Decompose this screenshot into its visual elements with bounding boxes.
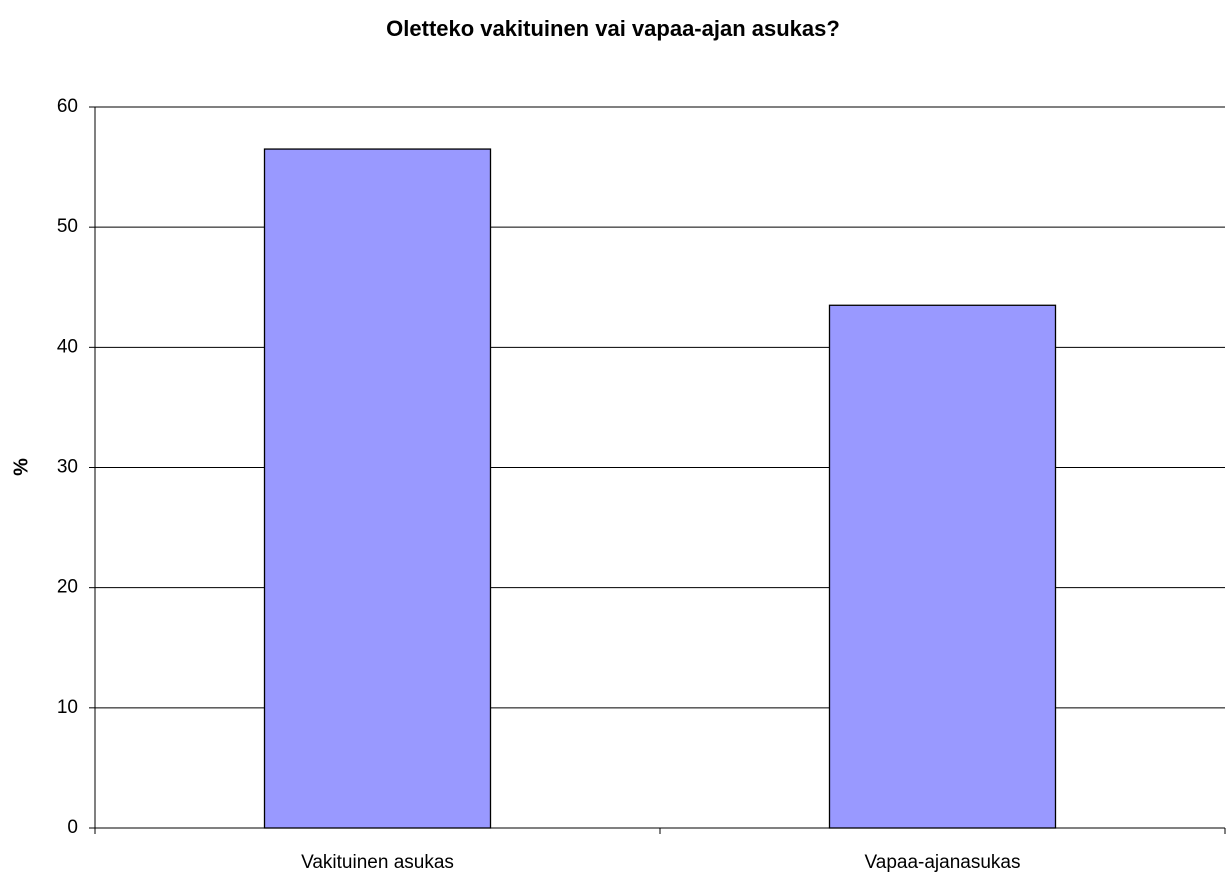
y-axis-label: % <box>10 458 32 476</box>
y-tick-label: 60 <box>57 96 78 117</box>
bar <box>263 148 492 829</box>
chart-title: Oletteko vakituinen vai vapaa-ajan asuka… <box>386 16 840 41</box>
bar <box>828 304 1057 829</box>
y-tick-label: 20 <box>57 577 78 598</box>
y-tick-label: 50 <box>57 216 78 237</box>
y-tick-label: 10 <box>57 697 78 718</box>
y-tick-label: 40 <box>57 336 78 357</box>
x-tick-label: Vakituinen asukas <box>301 852 454 873</box>
y-tick-label: 30 <box>57 457 78 478</box>
y-tick-label: 0 <box>67 817 78 838</box>
x-tick-label: Vapaa-ajanasukas <box>865 852 1021 873</box>
